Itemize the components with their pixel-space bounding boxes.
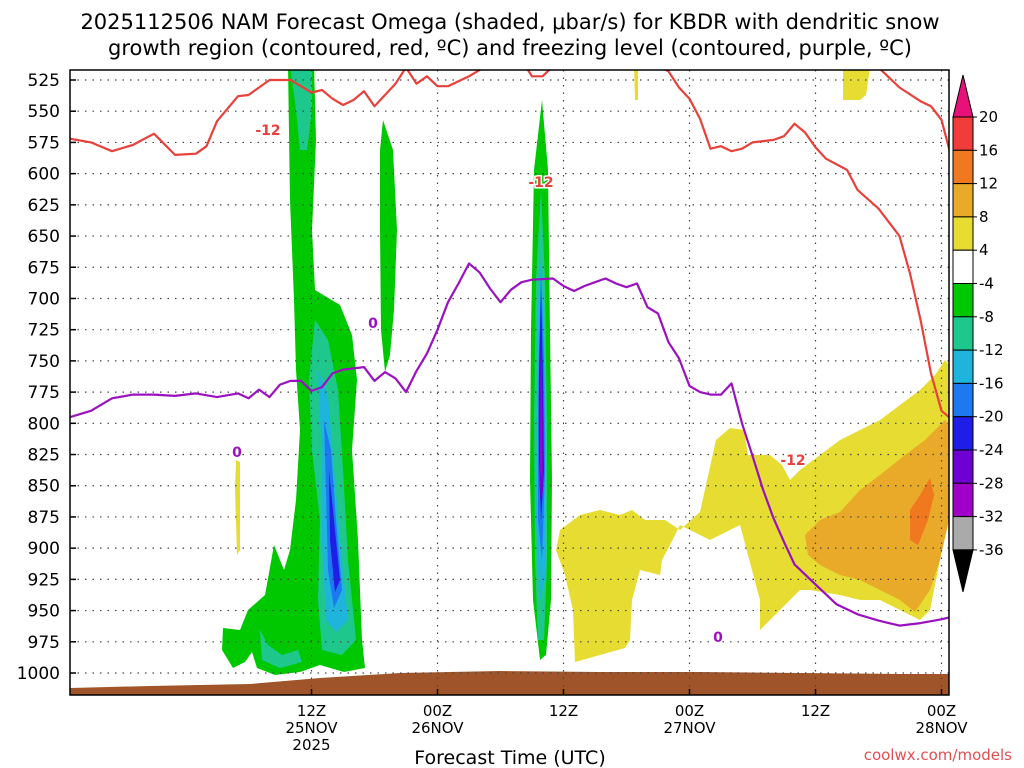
colorbar-label-10: -24 bbox=[979, 441, 1004, 459]
omega-region-14 bbox=[540, 350, 542, 480]
y-tick-label-575: 575 bbox=[28, 133, 60, 153]
colorbar-box-7 bbox=[952, 316, 974, 351]
y-tick-label-1000: 1000 bbox=[17, 664, 60, 684]
colorbar-box-13 bbox=[952, 516, 974, 551]
x-tick-label-66-1: 28NOV bbox=[915, 719, 968, 737]
x-axis-label: Forecast Time (UTC) bbox=[414, 747, 605, 768]
site-credit[interactable]: coolwx.com/models bbox=[864, 746, 1012, 764]
x-tick-label-66-0: 00Z bbox=[927, 702, 956, 720]
colorbar-label-2: 12 bbox=[979, 175, 998, 193]
y-tick-label-900: 900 bbox=[28, 539, 60, 559]
y-tick-label-950: 950 bbox=[28, 602, 60, 622]
ground-fill bbox=[70, 671, 949, 695]
colorbar-box-2 bbox=[952, 149, 974, 185]
y-tick-label-650: 650 bbox=[28, 227, 60, 247]
colorbar-box-3 bbox=[952, 183, 974, 218]
y-tick-label-875: 875 bbox=[28, 508, 60, 528]
omega-region-21 bbox=[910, 478, 934, 545]
contour-label-2: -12 bbox=[780, 453, 805, 469]
x-tick-label-6-0: 12Z bbox=[297, 702, 326, 720]
colorbar-label-8: -16 bbox=[979, 374, 1004, 392]
colorbar-label-6: -8 bbox=[979, 308, 994, 326]
x-tick-label-18-1: 26NOV bbox=[411, 719, 464, 737]
colorbar-label-3: 8 bbox=[979, 208, 989, 226]
colorbar-box-11 bbox=[952, 449, 974, 484]
x-tick-label-6-1: 25NOV bbox=[285, 719, 338, 737]
colorbar-label-11: -28 bbox=[979, 474, 1004, 492]
colorbar-box-1 bbox=[952, 116, 974, 151]
colorbar-label-4: 4 bbox=[979, 241, 989, 259]
contour-label-3: 0 bbox=[368, 316, 378, 332]
omega-region-16 bbox=[634, 70, 638, 100]
omega-colorbar: 20 16 12 8 4 -4 -8 -12 -16 -20 -24 -28 -32 -36 bbox=[952, 74, 1004, 593]
omega-region-18 bbox=[556, 360, 949, 662]
colorbar-label-0: 20 bbox=[979, 108, 998, 126]
x-tick-label-54-0: 12Z bbox=[801, 702, 830, 720]
omega-region-20 bbox=[940, 460, 949, 515]
colorbar-label-13: -36 bbox=[979, 541, 1004, 559]
colorbar-box-6 bbox=[952, 283, 974, 318]
contour-series-2 bbox=[70, 262, 949, 627]
contour-labels: -12 -12 -12 0 0 0 bbox=[231, 122, 808, 648]
temperature-contours bbox=[70, 70, 949, 627]
omega-region-7 bbox=[380, 120, 397, 372]
colorbar-box-12 bbox=[952, 482, 974, 518]
colorbar-box-9 bbox=[952, 382, 974, 418]
y-tick-label-725: 725 bbox=[28, 321, 60, 341]
contour-label-4: 0 bbox=[232, 445, 242, 461]
omega-shading bbox=[222, 70, 949, 675]
x-tick-label-42-1: 27NOV bbox=[663, 719, 716, 737]
y-tick-label-600: 600 bbox=[28, 165, 60, 185]
colorbar-label-9: -20 bbox=[979, 408, 1004, 426]
omega-region-15 bbox=[235, 460, 240, 555]
colorbar-label-1: 16 bbox=[979, 141, 998, 159]
y-tick-label-825: 825 bbox=[28, 446, 60, 466]
y-tick-label-550: 550 bbox=[28, 102, 60, 122]
colorbar-box-8 bbox=[952, 349, 974, 384]
y-tick-label-925: 925 bbox=[28, 570, 60, 590]
x-tick-label-18-0: 00Z bbox=[423, 702, 452, 720]
omega-region-6 bbox=[260, 630, 302, 668]
y-tick-label-800: 800 bbox=[28, 414, 60, 434]
y-tick-label-700: 700 bbox=[28, 289, 60, 309]
colorbar-box-5 bbox=[952, 249, 974, 284]
chart-title-line2: growth region (contoured, red, ºC) and f… bbox=[108, 36, 912, 60]
colorbar-cap-bottom bbox=[952, 549, 974, 593]
y-tick-label-975: 975 bbox=[28, 633, 60, 653]
chart-title-line1: 2025112506 NAM Forecast Omega (shaded, μ… bbox=[80, 10, 939, 34]
plot-frame bbox=[69, 69, 950, 696]
ground-terrain bbox=[70, 671, 949, 695]
colorbar-label-12: -32 bbox=[979, 508, 1004, 526]
colorbar-box-10 bbox=[952, 416, 974, 451]
colorbar-label-5: -4 bbox=[979, 275, 994, 293]
y-tick-label-525: 525 bbox=[28, 71, 60, 91]
y-tick-label-750: 750 bbox=[28, 352, 60, 372]
omega-region-17 bbox=[843, 70, 870, 100]
y-tick-label-850: 850 bbox=[28, 477, 60, 497]
contour-label-5: 0 bbox=[713, 630, 723, 646]
contour-label-0: -12 bbox=[255, 123, 280, 139]
x-tick-label-6-2: 2025 bbox=[292, 736, 330, 754]
x-tick-label-30-0: 12Z bbox=[549, 702, 578, 720]
omega-region-5 bbox=[329, 470, 340, 592]
y-tick-label-775: 775 bbox=[28, 383, 60, 403]
contour-series-0 bbox=[70, 70, 949, 419]
y-tick-label-625: 625 bbox=[28, 196, 60, 216]
contour-series-1 bbox=[879, 70, 949, 153]
colorbar-box-4 bbox=[952, 216, 974, 251]
x-tick-label-42-0: 00Z bbox=[675, 702, 704, 720]
omega-region-19 bbox=[805, 420, 949, 612]
contour-label-1: -12 bbox=[528, 175, 553, 191]
colorbar-cap-top bbox=[952, 74, 974, 118]
colorbar-label-7: -12 bbox=[979, 341, 1004, 359]
y-axis-ticks: 525 550 575 600 625 650 675 700 725 750 775 800 825 8… bbox=[17, 71, 76, 684]
y-tick-label-675: 675 bbox=[28, 258, 60, 278]
